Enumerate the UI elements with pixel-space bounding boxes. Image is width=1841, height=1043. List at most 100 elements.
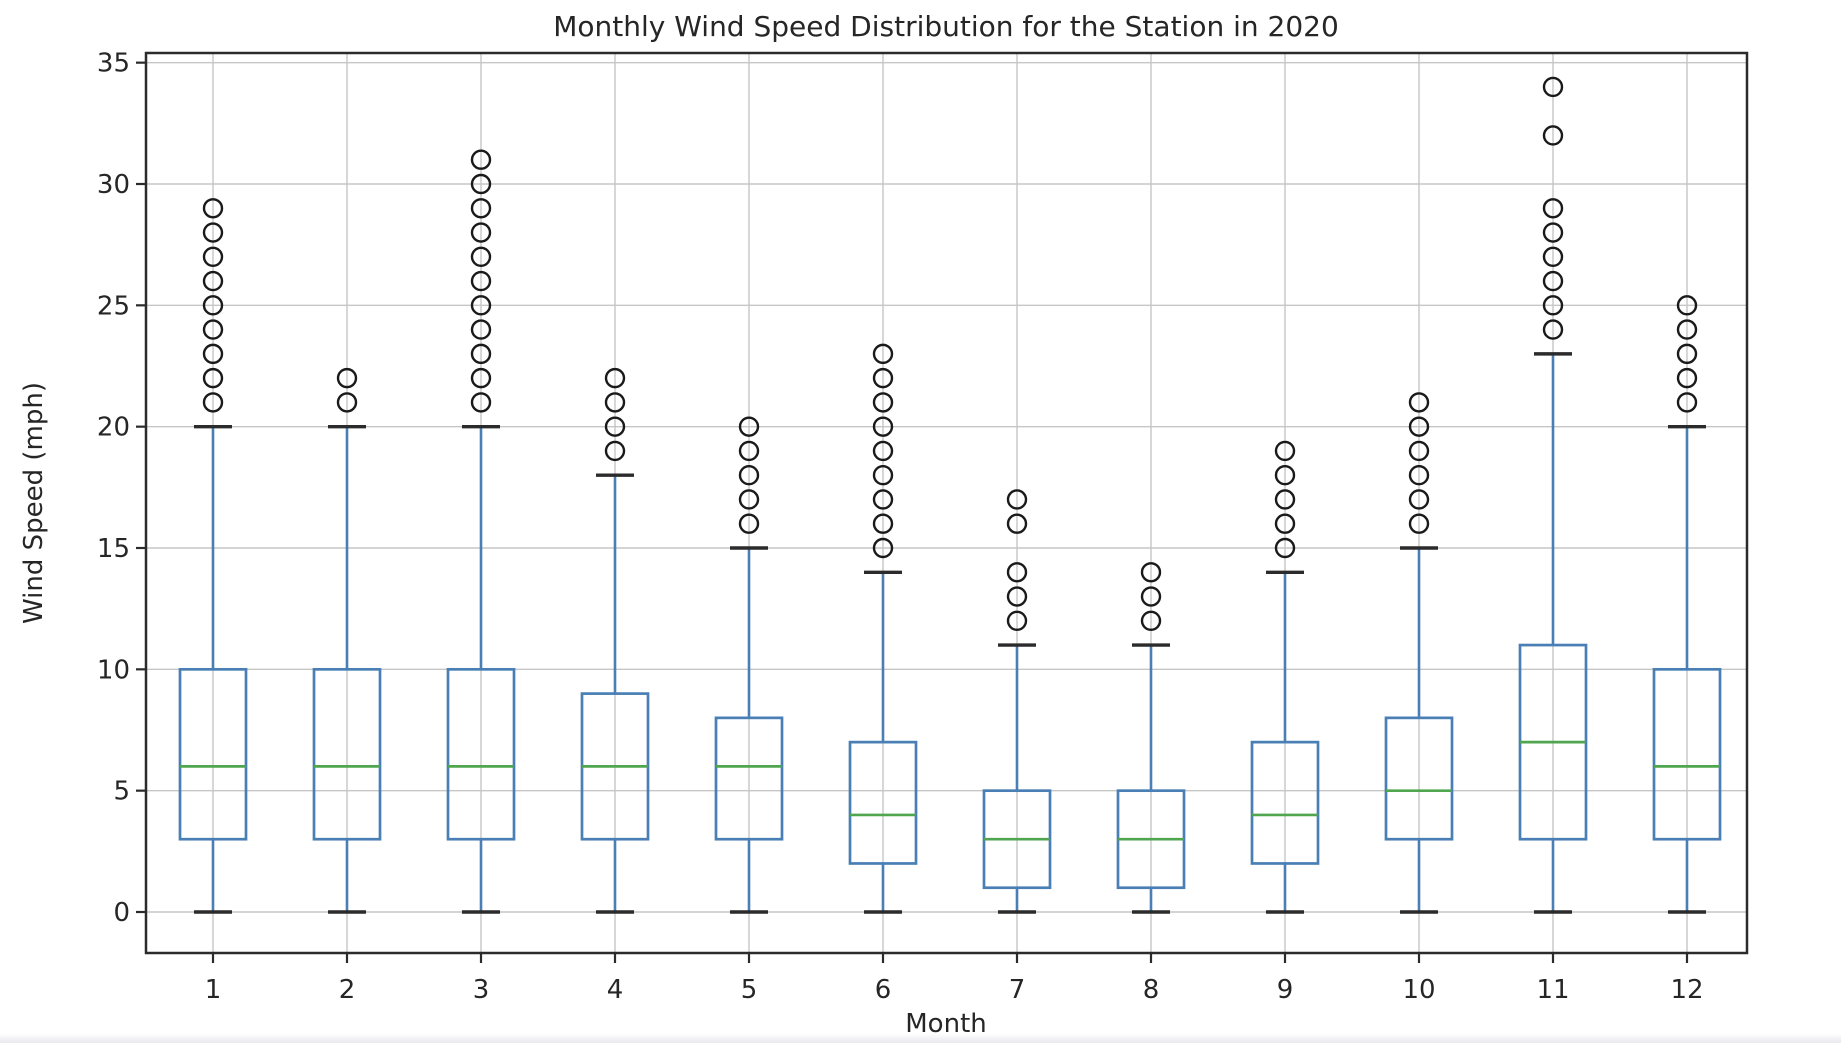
x-tick-label-8: 8 xyxy=(1143,975,1160,1005)
outlier-month-5-value-19 xyxy=(738,440,760,462)
outlier-month-9-value-16 xyxy=(1274,513,1296,534)
boxplot-month-5 xyxy=(714,416,784,914)
outlier-month-11-value-32 xyxy=(1542,125,1564,146)
boxplot-month-10 xyxy=(1384,392,1454,914)
outlier-month-3-value-21 xyxy=(470,392,492,413)
outlier-month-7-value-17 xyxy=(1006,489,1028,510)
outlier-month-12-value-22 xyxy=(1676,367,1698,389)
boxplot-month-1 xyxy=(178,198,248,914)
outlier-month-4-value-20 xyxy=(604,416,626,437)
outlier-month-3-value-22 xyxy=(470,367,492,389)
x-tick-label-6: 6 xyxy=(875,975,892,1005)
outlier-month-7-value-14 xyxy=(1006,562,1028,583)
boxplot-month-9 xyxy=(1250,440,1320,914)
outlier-month-11-value-24 xyxy=(1542,319,1564,340)
outlier-month-3-value-30 xyxy=(470,173,492,195)
outlier-month-4-value-21 xyxy=(604,392,626,413)
box-month-2 xyxy=(312,667,382,841)
box-month-12 xyxy=(1652,667,1722,841)
plot-border xyxy=(144,51,1749,955)
x-tick-label-12: 12 xyxy=(1670,975,1703,1005)
outlier-month-9-value-15 xyxy=(1274,537,1296,559)
y-axis-label: Wind Speed (mph) xyxy=(19,382,49,624)
outlier-month-8-value-12 xyxy=(1140,610,1162,631)
boxplot-month-4 xyxy=(580,367,650,914)
x-tick-label-5: 5 xyxy=(741,975,758,1005)
x-tick-label-7: 7 xyxy=(1009,975,1026,1005)
outlier-month-6-value-23 xyxy=(872,343,894,365)
x-tick-label-1: 1 xyxy=(205,975,222,1005)
outlier-month-6-value-18 xyxy=(872,464,894,486)
grid-layer xyxy=(146,53,1747,953)
outlier-month-10-value-16 xyxy=(1408,513,1430,534)
outlier-month-12-value-23 xyxy=(1676,343,1698,365)
outlier-month-11-value-25 xyxy=(1542,295,1564,316)
boxplot-month-7 xyxy=(982,489,1052,914)
outlier-month-3-value-29 xyxy=(470,198,492,219)
outlier-month-3-value-25 xyxy=(470,295,492,316)
box-month-1 xyxy=(178,667,248,841)
y-tick-label-10: 10 xyxy=(97,655,130,685)
outlier-month-1-value-22 xyxy=(202,367,224,389)
box-month-10 xyxy=(1384,716,1454,841)
outlier-month-6-value-20 xyxy=(872,416,894,437)
y-tick-label-30: 30 xyxy=(97,170,130,200)
outlier-month-3-value-24 xyxy=(470,319,492,340)
x-tick-label-2: 2 xyxy=(339,975,356,1005)
box-layer xyxy=(178,76,1722,914)
outlier-month-3-value-23 xyxy=(470,343,492,365)
y-tick-label-0: 0 xyxy=(113,898,130,928)
outlier-month-3-value-27 xyxy=(470,246,492,267)
outlier-month-10-value-20 xyxy=(1408,416,1430,437)
outlier-month-6-value-22 xyxy=(872,367,894,389)
outlier-month-9-value-19 xyxy=(1274,440,1296,462)
outlier-month-6-value-19 xyxy=(872,440,894,462)
outlier-month-1-value-29 xyxy=(202,198,224,219)
x-tick-label-10: 10 xyxy=(1402,975,1435,1005)
outlier-month-8-value-13 xyxy=(1140,586,1162,607)
outlier-month-1-value-26 xyxy=(202,270,224,292)
outlier-month-7-value-16 xyxy=(1006,513,1028,534)
outlier-month-4-value-22 xyxy=(604,367,626,389)
outlier-month-1-value-24 xyxy=(202,319,224,340)
outlier-month-7-value-12 xyxy=(1006,610,1028,631)
outlier-month-5-value-20 xyxy=(738,416,760,437)
boxplot-month-11 xyxy=(1518,76,1588,914)
x-tick-label-9: 9 xyxy=(1277,975,1294,1005)
outlier-month-11-value-28 xyxy=(1542,222,1564,243)
outlier-month-3-value-28 xyxy=(470,222,492,243)
y-tick-label-15: 15 xyxy=(97,534,130,564)
boxplot-month-8 xyxy=(1116,562,1186,914)
outlier-month-2-value-21 xyxy=(336,392,358,413)
boxplot-month-3 xyxy=(446,149,516,914)
outlier-month-12-value-25 xyxy=(1676,295,1698,316)
boxplot-month-6 xyxy=(848,343,918,914)
box-month-6 xyxy=(848,740,918,865)
x-tick-label-11: 11 xyxy=(1536,975,1569,1005)
outlier-month-1-value-28 xyxy=(202,222,224,243)
outlier-month-11-value-27 xyxy=(1542,246,1564,267)
outlier-month-10-value-21 xyxy=(1408,392,1430,413)
outlier-month-6-value-15 xyxy=(872,537,894,559)
plot-frame xyxy=(144,51,1749,955)
outlier-month-12-value-21 xyxy=(1676,392,1698,413)
outlier-month-11-value-29 xyxy=(1542,198,1564,219)
outlier-month-1-value-23 xyxy=(202,343,224,365)
outlier-month-3-value-26 xyxy=(470,270,492,292)
outlier-month-6-value-16 xyxy=(872,513,894,534)
y-tick-label-5: 5 xyxy=(113,777,130,807)
outlier-month-10-value-17 xyxy=(1408,489,1430,510)
outlier-month-3-value-31 xyxy=(470,149,492,170)
outlier-month-6-value-21 xyxy=(872,392,894,413)
x-tick-label-4: 4 xyxy=(607,975,624,1005)
outlier-month-1-value-21 xyxy=(202,392,224,413)
outlier-month-4-value-19 xyxy=(604,440,626,462)
outlier-month-7-value-13 xyxy=(1006,586,1028,607)
outlier-month-2-value-22 xyxy=(336,367,358,389)
y-tick-label-25: 25 xyxy=(97,291,130,321)
y-tick-label-35: 35 xyxy=(97,49,130,79)
outlier-month-5-value-18 xyxy=(738,464,760,486)
outlier-month-5-value-16 xyxy=(738,513,760,534)
outlier-month-1-value-25 xyxy=(202,295,224,316)
